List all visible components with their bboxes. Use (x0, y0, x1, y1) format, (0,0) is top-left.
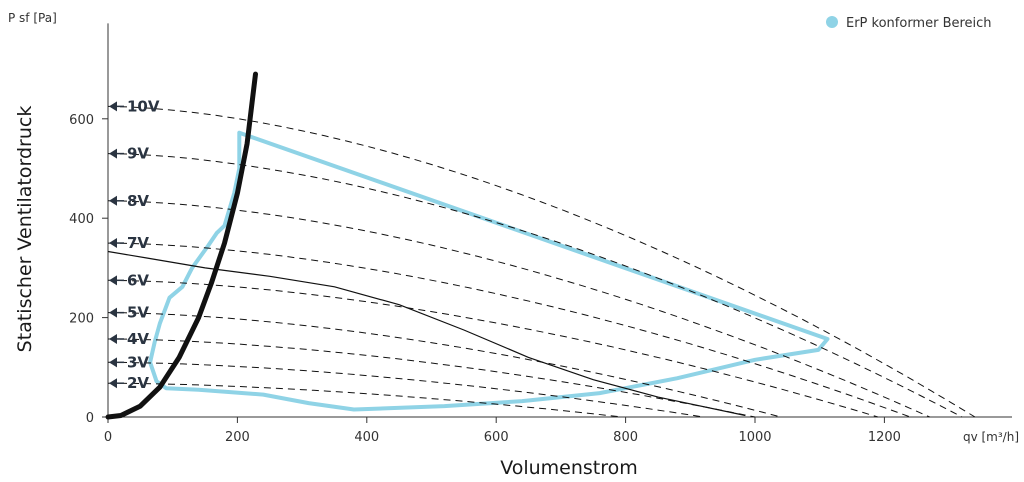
x-tick-label: 1200 (868, 430, 901, 445)
erp-region-outline (148, 130, 830, 412)
voltage-label: 10V (127, 97, 160, 115)
fan-curve-line (107, 361, 704, 418)
y-axis-unit-label: P sf [Pa] (8, 11, 57, 25)
curve-arrow-marker (109, 195, 117, 206)
y-tick-label: 400 (69, 212, 94, 227)
x-axis-unit-label: qv [m³/h] (963, 430, 1019, 444)
y-tick-label: 200 (69, 312, 94, 327)
x-tick-label: 600 (484, 430, 509, 445)
legend-label: ErP konformer Bereich (846, 16, 992, 31)
chart-plot-area: 0 200 400 600 800 1000 1200 0 200 400 600 10V 9V 8V 7V… (69, 23, 1012, 445)
curve-arrow-marker (109, 307, 117, 318)
y-tick-label: 0 (86, 411, 94, 426)
curve-arrow-marker (109, 357, 117, 368)
curve-arrow-marker (109, 101, 117, 112)
fan-curve-line (107, 242, 911, 418)
resistance-curve-line (107, 250, 746, 417)
system-curve-line (105, 71, 258, 420)
x-tick-label: 1000 (738, 430, 771, 445)
x-tick-label: 200 (225, 430, 250, 445)
voltage-label: 2V (127, 374, 149, 392)
curve-arrow-marker (109, 275, 117, 286)
legend: ErP konformer Bereich (826, 16, 992, 31)
voltage-label: 4V (127, 330, 149, 348)
fan-curve-line (107, 312, 782, 418)
legend-marker (826, 16, 838, 28)
curve-arrow-marker (109, 148, 117, 159)
voltage-label: 6V (127, 271, 149, 289)
fan-curve-line (107, 153, 963, 418)
fan-curve-line (107, 200, 930, 418)
voltage-label: 5V (127, 304, 149, 322)
curve-arrow-marker (109, 238, 117, 249)
x-axis-title: Volumenstrom (500, 457, 638, 479)
x-tick-label: 400 (354, 430, 379, 445)
fan-curve-line (107, 105, 976, 418)
fan-curve-line (107, 338, 756, 418)
curve-arrow-marker (109, 378, 117, 389)
fan-curve-line (107, 279, 879, 418)
curve-arrow-marker (109, 333, 117, 344)
x-tick-label: 0 (104, 430, 112, 445)
voltage-label: 9V (127, 145, 149, 163)
fan-curve-line (107, 382, 623, 418)
y-axis-title: Statischer Ventilatordruck (14, 106, 36, 353)
voltage-label: 8V (127, 192, 149, 210)
x-tick-label: 800 (613, 430, 638, 445)
voltage-label: 7V (127, 234, 149, 252)
voltage-label: 3V (127, 353, 149, 371)
y-tick-label: 600 (69, 113, 94, 128)
